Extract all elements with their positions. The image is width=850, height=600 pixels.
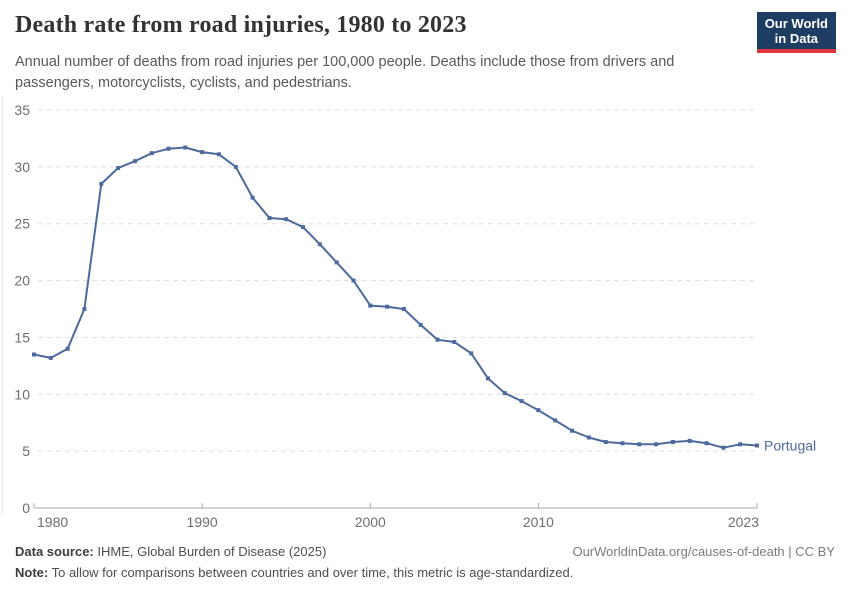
owid-logo-text-line2: in Data (774, 31, 819, 46)
data-point-marker (586, 435, 591, 440)
owid-url-link[interactable]: OurWorldinData.org/causes-of-death | CC … (572, 544, 835, 559)
y-axis-tick-label: 15 (14, 329, 30, 345)
series-line-portugal (33, 146, 758, 449)
x-axis-tick-label: 2010 (523, 514, 554, 530)
y-axis-tick-label: 20 (14, 273, 30, 289)
data-point-marker (401, 307, 406, 311)
data-point-marker (704, 441, 709, 446)
data-point-marker (553, 418, 558, 423)
data-point-marker (385, 304, 390, 309)
data-point-marker (469, 351, 474, 356)
data-point-marker (284, 217, 289, 222)
data-point-marker (82, 307, 87, 311)
data-point-marker (435, 337, 440, 342)
data-point-marker (452, 340, 457, 344)
data-point-marker (116, 166, 121, 170)
data-point-marker (603, 440, 608, 444)
data-point-marker (519, 399, 524, 404)
data-point-marker (48, 355, 53, 360)
y-axis-tick-label: 25 (14, 216, 30, 232)
data-point-marker (301, 225, 305, 230)
data-source-label: Data source: (15, 544, 94, 559)
chart-footer: Data source: IHME, Global Burden of Dise… (15, 541, 835, 593)
owid-logo[interactable]: Our World in Data (756, 12, 836, 53)
data-point-marker (250, 195, 255, 200)
data-point-marker (637, 442, 642, 447)
data-point-marker (536, 408, 541, 413)
x-axis-tick-label: 1990 (187, 514, 218, 530)
data-point-marker (368, 303, 373, 308)
data-point-marker (570, 428, 574, 433)
note-line: Note: To allow for comparisons between c… (15, 562, 835, 583)
chart-title: Death rate from road injuries, 1980 to 2… (15, 12, 467, 38)
data-point-marker (200, 150, 205, 155)
owid-logo-text-line1: Our World (764, 16, 828, 31)
x-axis-tick-label: 1980 (37, 514, 68, 530)
data-point-marker (755, 443, 759, 448)
data-point-marker (620, 441, 625, 446)
y-axis-tick-label: 35 (14, 102, 30, 118)
data-point-marker (738, 442, 743, 447)
data-point-marker (317, 242, 322, 247)
series-label-portugal: Portugal (764, 437, 816, 453)
data-point-marker (132, 159, 137, 164)
data-point-marker (65, 346, 70, 351)
x-axis-tick-label: 2023 (728, 514, 759, 530)
data-point-marker (486, 376, 490, 381)
data-point-marker (166, 146, 171, 151)
y-axis-tick-label: 0 (22, 500, 30, 516)
y-axis-tick-label: 10 (14, 386, 30, 402)
data-point-marker (334, 260, 339, 265)
data-point-marker (32, 352, 36, 357)
data-point-marker (670, 440, 675, 444)
note-label: Note: (15, 565, 49, 580)
data-point-marker (687, 438, 692, 443)
note-text: To allow for comparisons between countri… (48, 565, 574, 580)
x-axis-tick-label: 2000 (355, 514, 386, 530)
data-point-marker (217, 152, 221, 157)
data-point-marker (183, 145, 188, 150)
data-point-marker (721, 445, 726, 450)
data-point-marker (351, 278, 356, 283)
chart-subtitle: Annual number of deaths from road injuri… (15, 54, 675, 91)
data-source-text: IHME, Global Burden of Disease (2025) (93, 544, 327, 559)
data-point-marker (418, 322, 423, 327)
data-point-marker (502, 391, 507, 396)
data-point-marker (149, 151, 154, 156)
data-source-line: Data source: IHME, Global Burden of Dise… (15, 541, 835, 562)
data-point-marker (654, 442, 659, 447)
data-point-marker (99, 181, 104, 186)
y-axis-tick-label: 5 (22, 443, 30, 459)
data-point-marker (267, 216, 272, 220)
data-point-marker (233, 164, 238, 169)
y-axis-tick-label: 30 (14, 159, 30, 175)
